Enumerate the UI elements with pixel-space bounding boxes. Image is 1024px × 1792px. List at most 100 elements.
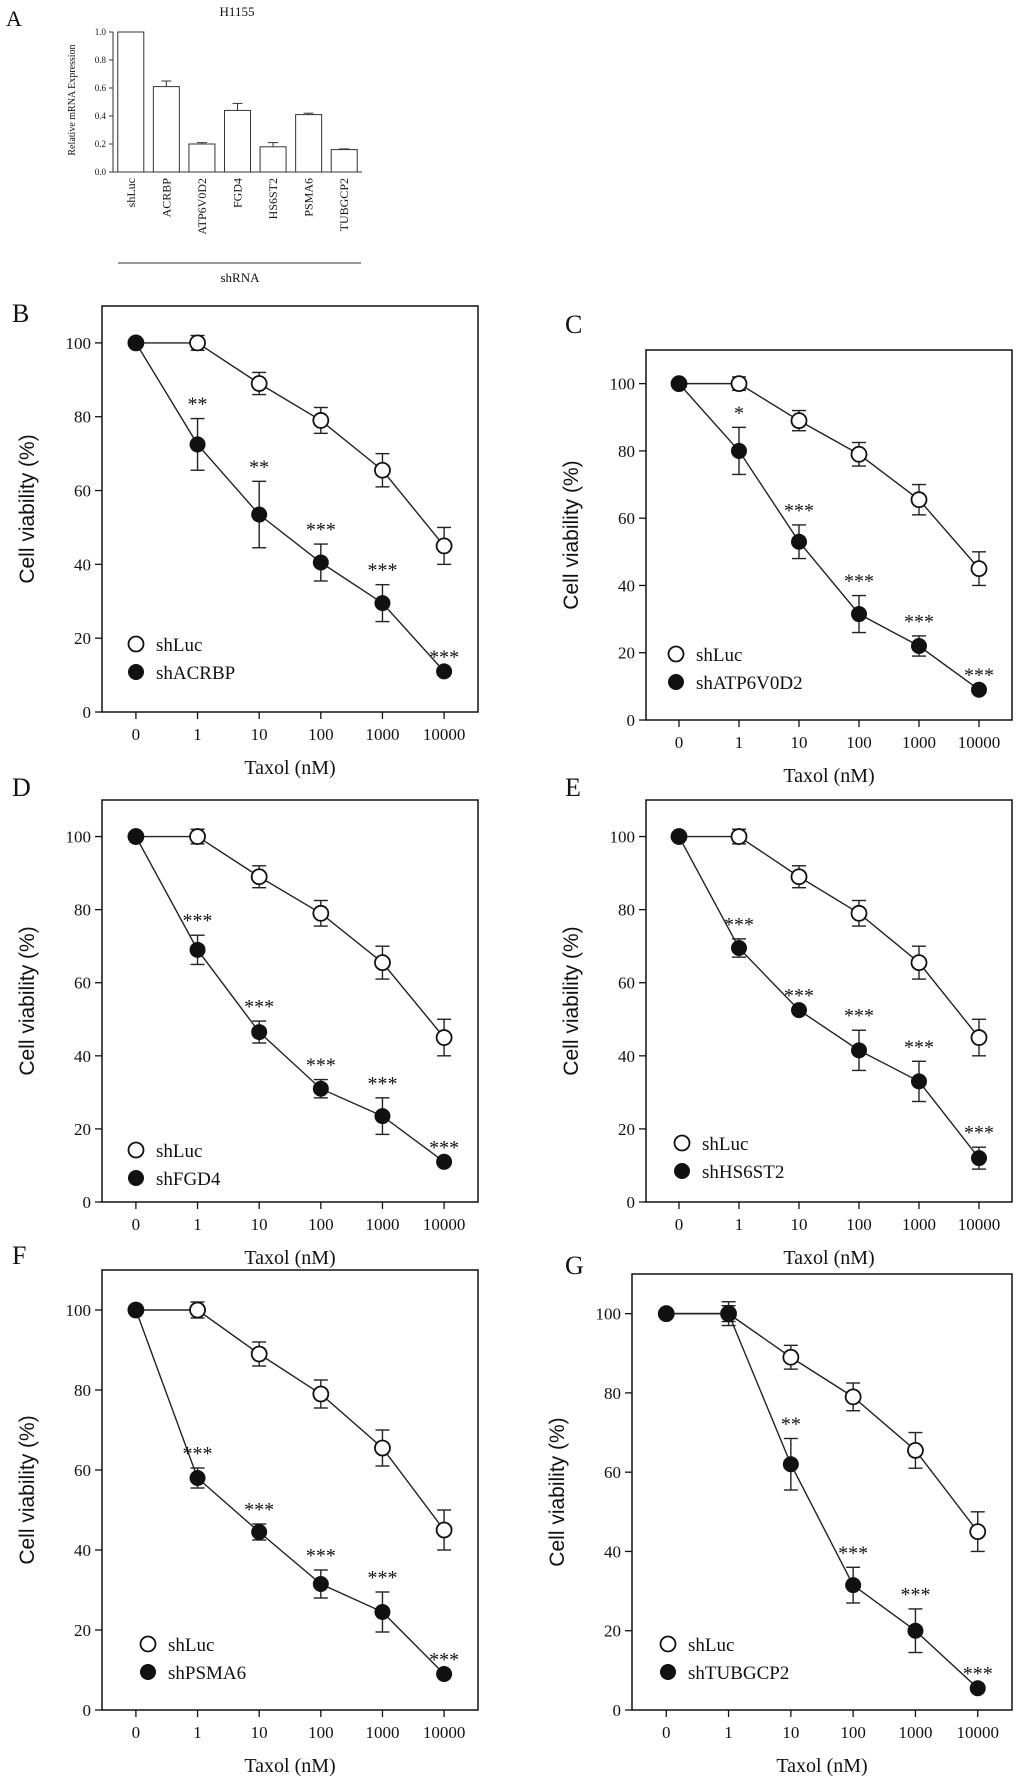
x-tick-label: 0 — [662, 1723, 671, 1742]
x-tick-label: 0 — [132, 725, 141, 744]
y-tick-label: 80 — [74, 408, 91, 427]
y-tick-label: 20 — [74, 1621, 91, 1640]
y-tick-label: 20 — [604, 1622, 621, 1641]
y-tick-label: 80 — [74, 901, 91, 920]
x-tick-label: 10000 — [423, 1723, 466, 1742]
data-point — [851, 1042, 867, 1059]
x-tick-label: 1000 — [365, 1215, 399, 1234]
data-point — [251, 506, 268, 523]
significance-label: *** — [900, 1584, 930, 1606]
plot-frame — [101, 1269, 479, 1711]
data-point — [782, 1348, 800, 1366]
data-point — [782, 1456, 799, 1473]
panel-letter-f: F — [12, 1241, 26, 1270]
x-tick-label: 0 — [132, 1723, 141, 1742]
significance-label: *** — [306, 519, 336, 541]
data-point — [911, 638, 927, 654]
chart-title: H1155 — [220, 4, 255, 19]
y-tick-label: 100 — [596, 1305, 622, 1324]
significance-label: *** — [244, 996, 274, 1018]
data-point — [720, 1305, 737, 1322]
data-point — [907, 1441, 924, 1459]
y-tick-label: 80 — [604, 1384, 621, 1403]
significance-label: ** — [188, 394, 208, 416]
y-tick-label: 100 — [610, 375, 636, 394]
data-point — [374, 1439, 391, 1457]
legend-marker — [659, 1635, 677, 1653]
data-point — [312, 412, 330, 429]
plot-frame — [631, 1273, 1013, 1711]
legend-marker — [127, 635, 145, 653]
x-tick-label: PSMA6 — [302, 178, 316, 217]
legend-label: shLuc — [688, 1635, 734, 1656]
data-point — [374, 954, 391, 972]
y-tick-label: 80 — [74, 1381, 91, 1400]
data-point — [189, 1470, 206, 1486]
significance-label: *** — [306, 1055, 336, 1077]
data-point — [436, 663, 453, 680]
data-point — [374, 595, 391, 612]
significance-label: *** — [838, 1542, 868, 1564]
y-tick-label: 0 — [613, 1701, 622, 1720]
data-point — [969, 1680, 986, 1697]
significance-label: ** — [249, 456, 269, 478]
data-point — [791, 1002, 807, 1019]
data-point — [910, 954, 928, 972]
plot-frame — [645, 799, 1013, 1203]
x-axis-label: Taxol (nM) — [783, 1247, 874, 1269]
x-tick-label: 10000 — [958, 733, 1001, 752]
legend-marker — [140, 1664, 156, 1680]
series-line — [679, 835, 980, 1038]
x-tick-label: 1 — [193, 725, 202, 744]
x-tick-label: 10 — [251, 1723, 268, 1742]
data-point — [971, 681, 987, 698]
data-point — [312, 904, 330, 922]
significance-label: *** — [964, 665, 994, 687]
y-tick-label: 100 — [66, 1301, 92, 1320]
panel-letter-e: E — [565, 773, 581, 802]
significance-label: *** — [306, 1545, 336, 1567]
y-tick-label: 0 — [627, 1193, 636, 1212]
y-tick-label: 40 — [74, 1541, 91, 1560]
data-point — [851, 606, 867, 623]
x-tick-label: shLuc — [124, 178, 138, 207]
y-tick-label: 0.8 — [95, 55, 107, 65]
y-tick-label: 60 — [618, 974, 635, 993]
significance-label: *** — [429, 1137, 459, 1159]
x-tick-label: ATP6V0D2 — [195, 178, 209, 235]
data-point — [435, 1521, 453, 1539]
series-line — [135, 342, 445, 547]
data-point — [850, 904, 868, 922]
data-point — [731, 442, 747, 459]
data-point — [969, 1523, 987, 1541]
x-tick-label: 1000 — [902, 1215, 936, 1234]
y-axis-label: Cell viability (%) — [546, 1417, 569, 1566]
panel-letter-c: C — [565, 310, 582, 339]
y-tick-label: 0.0 — [95, 167, 107, 177]
x-tick-label: 100 — [308, 725, 334, 744]
y-tick-label: 60 — [604, 1463, 621, 1482]
panel-a: A H1155 0.0 0.2 0.4 0.6 0.8 1.0 Relative mRNA Ex… — [6, 4, 362, 285]
bar — [152, 86, 180, 173]
x-tick-label: FGD4 — [231, 178, 245, 208]
legend-label: shFGD4 — [156, 1169, 221, 1190]
significance-label: *** — [844, 571, 874, 593]
series-line — [135, 1309, 445, 1531]
y-axis-label: Cell viability (%) — [560, 926, 583, 1075]
bar — [330, 149, 358, 173]
y-tick-label: 40 — [618, 1047, 635, 1066]
legend-label: shATP6V0D2 — [696, 673, 803, 694]
x-tick-label: 10000 — [956, 1723, 999, 1742]
data-point — [731, 940, 747, 957]
x-tick-label: 10000 — [958, 1215, 1001, 1234]
x-tick-label: 1000 — [365, 1723, 399, 1742]
x-tick-label: TUBGCP2 — [337, 178, 351, 231]
x-tick-label: 10 — [791, 733, 808, 752]
y-axis-label: Cell viability (%) — [560, 460, 583, 609]
legend-label: shACRBP — [156, 663, 235, 684]
x-tick-label: 1000 — [898, 1723, 932, 1742]
data-point — [435, 537, 453, 555]
series-line — [678, 836, 980, 1159]
